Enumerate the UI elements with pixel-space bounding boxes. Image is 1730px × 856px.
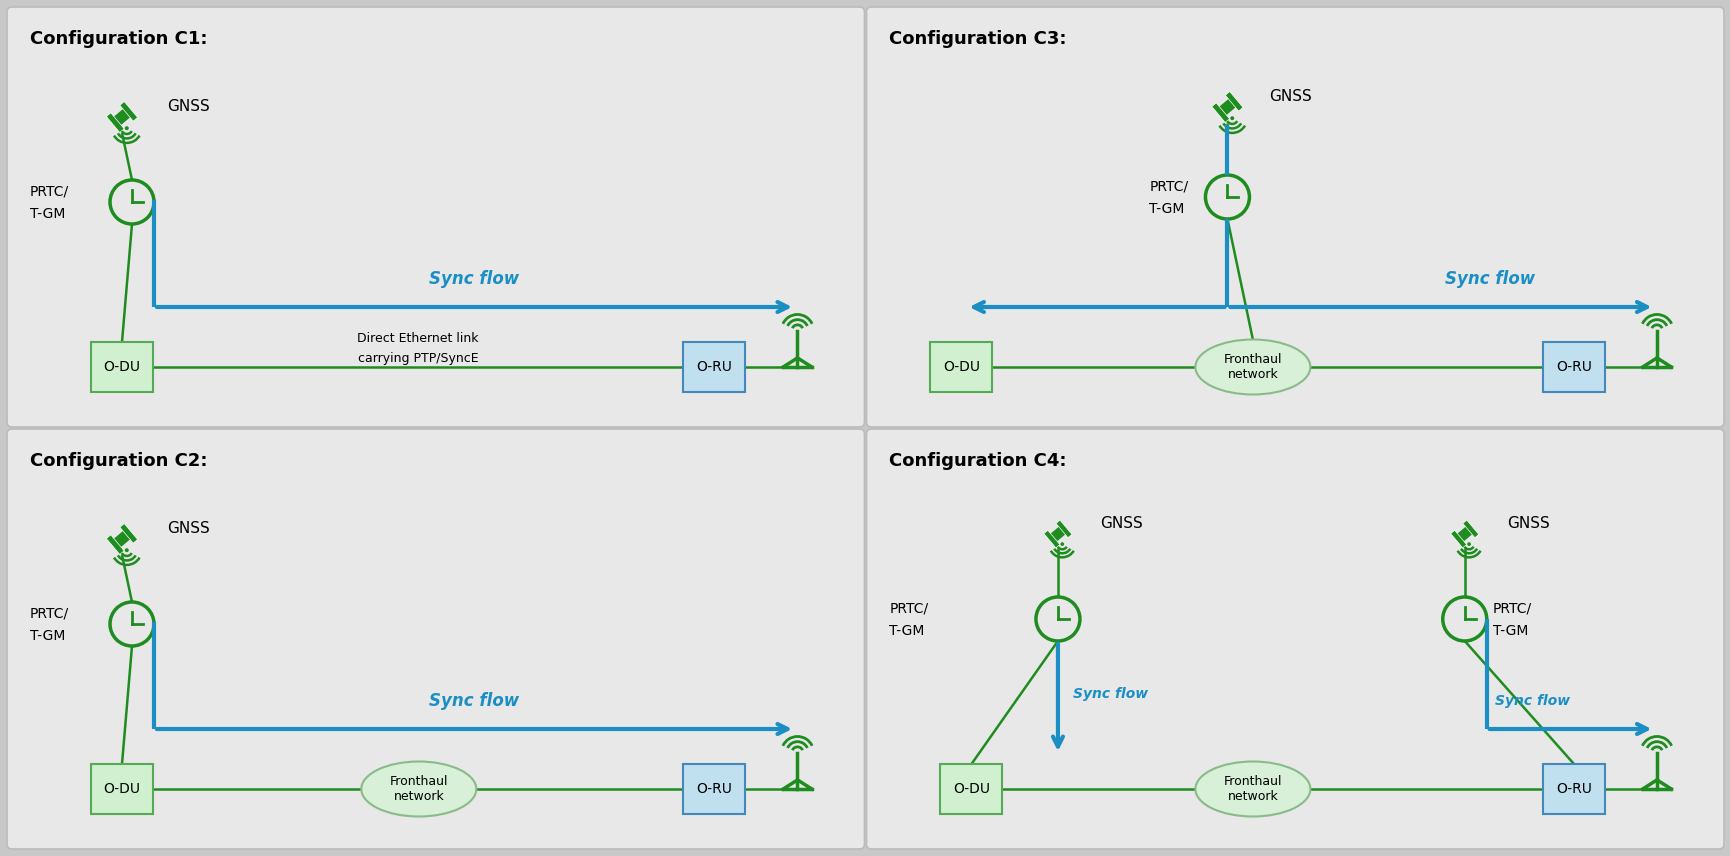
Circle shape: [1060, 543, 1062, 545]
Text: Configuration C1:: Configuration C1:: [29, 30, 208, 48]
Text: Direct Ethernet link: Direct Ethernet link: [358, 332, 479, 346]
Polygon shape: [106, 113, 125, 133]
Text: Sync flow: Sync flow: [429, 270, 519, 288]
Text: PRTC/: PRTC/: [29, 607, 69, 621]
Text: PRTC/: PRTC/: [889, 602, 927, 616]
Polygon shape: [119, 102, 138, 122]
Text: GNSS: GNSS: [166, 521, 209, 537]
Text: Configuration C4:: Configuration C4:: [889, 452, 1066, 470]
Text: T-GM: T-GM: [889, 624, 924, 638]
FancyBboxPatch shape: [92, 342, 152, 392]
Text: O-DU: O-DU: [953, 782, 990, 796]
Polygon shape: [112, 530, 131, 549]
Text: O-DU: O-DU: [943, 360, 979, 374]
FancyBboxPatch shape: [931, 342, 991, 392]
Polygon shape: [1462, 520, 1477, 538]
Text: PRTC/: PRTC/: [1491, 602, 1531, 616]
Text: carrying PTP/SyncE: carrying PTP/SyncE: [358, 353, 477, 366]
Text: T-GM: T-GM: [29, 207, 66, 221]
Text: O-DU: O-DU: [104, 360, 140, 374]
Text: GNSS: GNSS: [1505, 516, 1548, 532]
Text: Fronthaul
network: Fronthaul network: [1223, 775, 1282, 803]
Polygon shape: [1450, 530, 1465, 548]
FancyBboxPatch shape: [92, 764, 152, 814]
Polygon shape: [106, 535, 125, 555]
Polygon shape: [1048, 526, 1066, 543]
Text: Fronthaul
network: Fronthaul network: [389, 775, 448, 803]
FancyBboxPatch shape: [683, 342, 746, 392]
Text: GNSS: GNSS: [1099, 516, 1142, 532]
Text: Sync flow: Sync flow: [1073, 687, 1147, 701]
FancyBboxPatch shape: [7, 7, 863, 427]
Text: O-DU: O-DU: [104, 782, 140, 796]
Circle shape: [1467, 543, 1469, 545]
Text: O-RU: O-RU: [1555, 360, 1592, 374]
Polygon shape: [1216, 98, 1237, 116]
Text: O-RU: O-RU: [695, 782, 732, 796]
Text: Configuration C3:: Configuration C3:: [889, 30, 1066, 48]
Text: PRTC/: PRTC/: [29, 185, 69, 199]
Polygon shape: [1455, 526, 1472, 543]
Text: Sync flow: Sync flow: [1495, 694, 1569, 708]
Text: GNSS: GNSS: [166, 99, 209, 115]
Text: PRTC/: PRTC/: [1149, 180, 1189, 194]
Polygon shape: [1225, 92, 1242, 111]
Polygon shape: [119, 524, 138, 544]
Text: O-RU: O-RU: [1555, 782, 1592, 796]
Ellipse shape: [1195, 340, 1310, 395]
Text: Fronthaul
network: Fronthaul network: [1223, 353, 1282, 381]
FancyBboxPatch shape: [683, 764, 746, 814]
Polygon shape: [1211, 103, 1228, 122]
FancyBboxPatch shape: [7, 429, 863, 849]
Ellipse shape: [1195, 762, 1310, 817]
Ellipse shape: [362, 762, 476, 817]
Circle shape: [126, 549, 128, 551]
FancyBboxPatch shape: [867, 429, 1723, 849]
FancyBboxPatch shape: [867, 7, 1723, 427]
Text: GNSS: GNSS: [1268, 90, 1311, 104]
Text: T-GM: T-GM: [29, 629, 66, 643]
Text: T-GM: T-GM: [1491, 624, 1528, 638]
Text: Sync flow: Sync flow: [1445, 270, 1535, 288]
Text: O-RU: O-RU: [695, 360, 732, 374]
Polygon shape: [1055, 520, 1071, 538]
Polygon shape: [1043, 530, 1059, 548]
FancyBboxPatch shape: [1541, 342, 1604, 392]
Text: T-GM: T-GM: [1149, 202, 1183, 216]
Text: Sync flow: Sync flow: [429, 692, 519, 710]
FancyBboxPatch shape: [939, 764, 1002, 814]
Circle shape: [126, 127, 128, 129]
Polygon shape: [112, 108, 131, 127]
FancyBboxPatch shape: [1541, 764, 1604, 814]
Text: Configuration C2:: Configuration C2:: [29, 452, 208, 470]
Circle shape: [1230, 117, 1233, 120]
